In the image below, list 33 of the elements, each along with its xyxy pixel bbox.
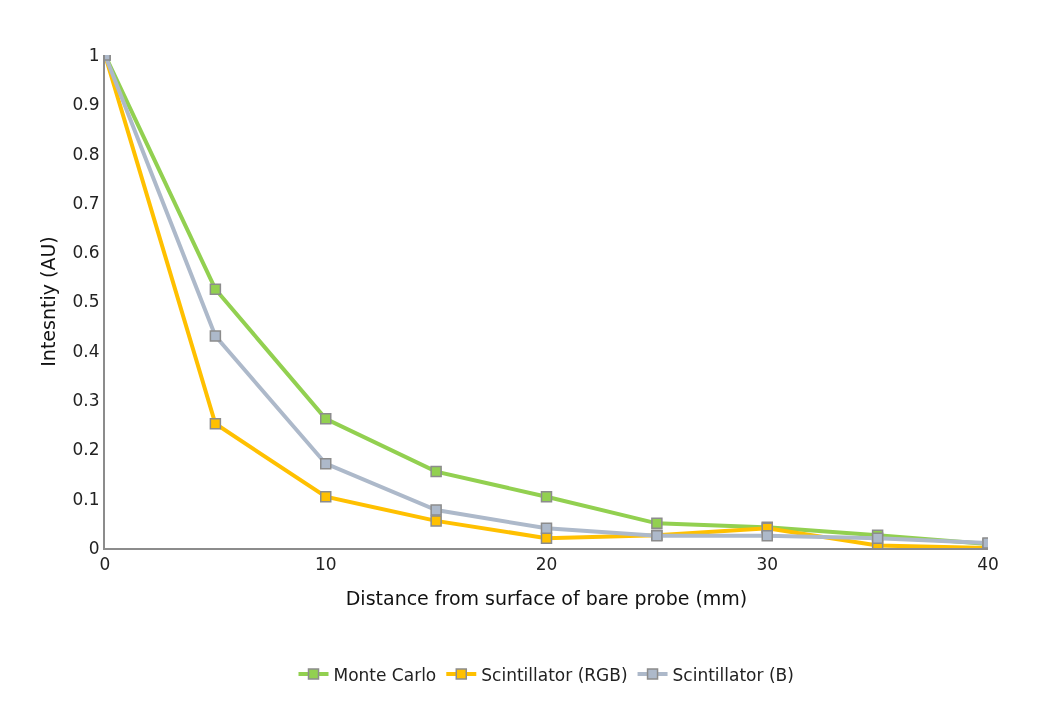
point	[761, 529, 773, 542]
point	[320, 457, 332, 470]
y-tick-label: 0.8	[72, 143, 100, 164]
y-tick-label: 0.7	[72, 192, 100, 213]
point	[430, 504, 442, 516]
point	[209, 330, 222, 342]
y-tick-label: 0.9	[72, 94, 100, 115]
point	[320, 413, 332, 425]
x-tick-label: 40	[977, 554, 999, 575]
x-axis-title: Distance from surface of bare probe (mm)	[345, 586, 748, 609]
y-tick-label: 0.4	[72, 340, 100, 361]
y-tick-label: 1	[88, 44, 100, 65]
y-tick-label: 0.2	[72, 439, 100, 460]
y-tick-label: 0.1	[72, 488, 100, 509]
point	[209, 418, 222, 430]
legend-label: Scintillator (B)	[672, 664, 794, 685]
legend-label: Monte Carlo	[333, 664, 437, 685]
y-tick-label: 0	[88, 537, 100, 558]
point	[430, 465, 442, 478]
y-axis-title: Intesntiy (AU)	[36, 236, 59, 367]
point	[540, 522, 553, 535]
point	[540, 490, 553, 503]
x-tick-label: 30	[756, 554, 779, 575]
point	[320, 490, 332, 503]
point	[651, 517, 663, 530]
point	[209, 283, 222, 295]
legend-label: Scintillator (RGB)	[481, 664, 628, 685]
y-tick-label: 0.3	[72, 390, 100, 411]
y-tick-label: 0.5	[72, 291, 100, 312]
point	[430, 515, 442, 527]
y-tick-label: 0.6	[72, 242, 100, 263]
x-tick-label: 20	[535, 554, 558, 575]
x-tick-label: 10	[314, 554, 337, 575]
